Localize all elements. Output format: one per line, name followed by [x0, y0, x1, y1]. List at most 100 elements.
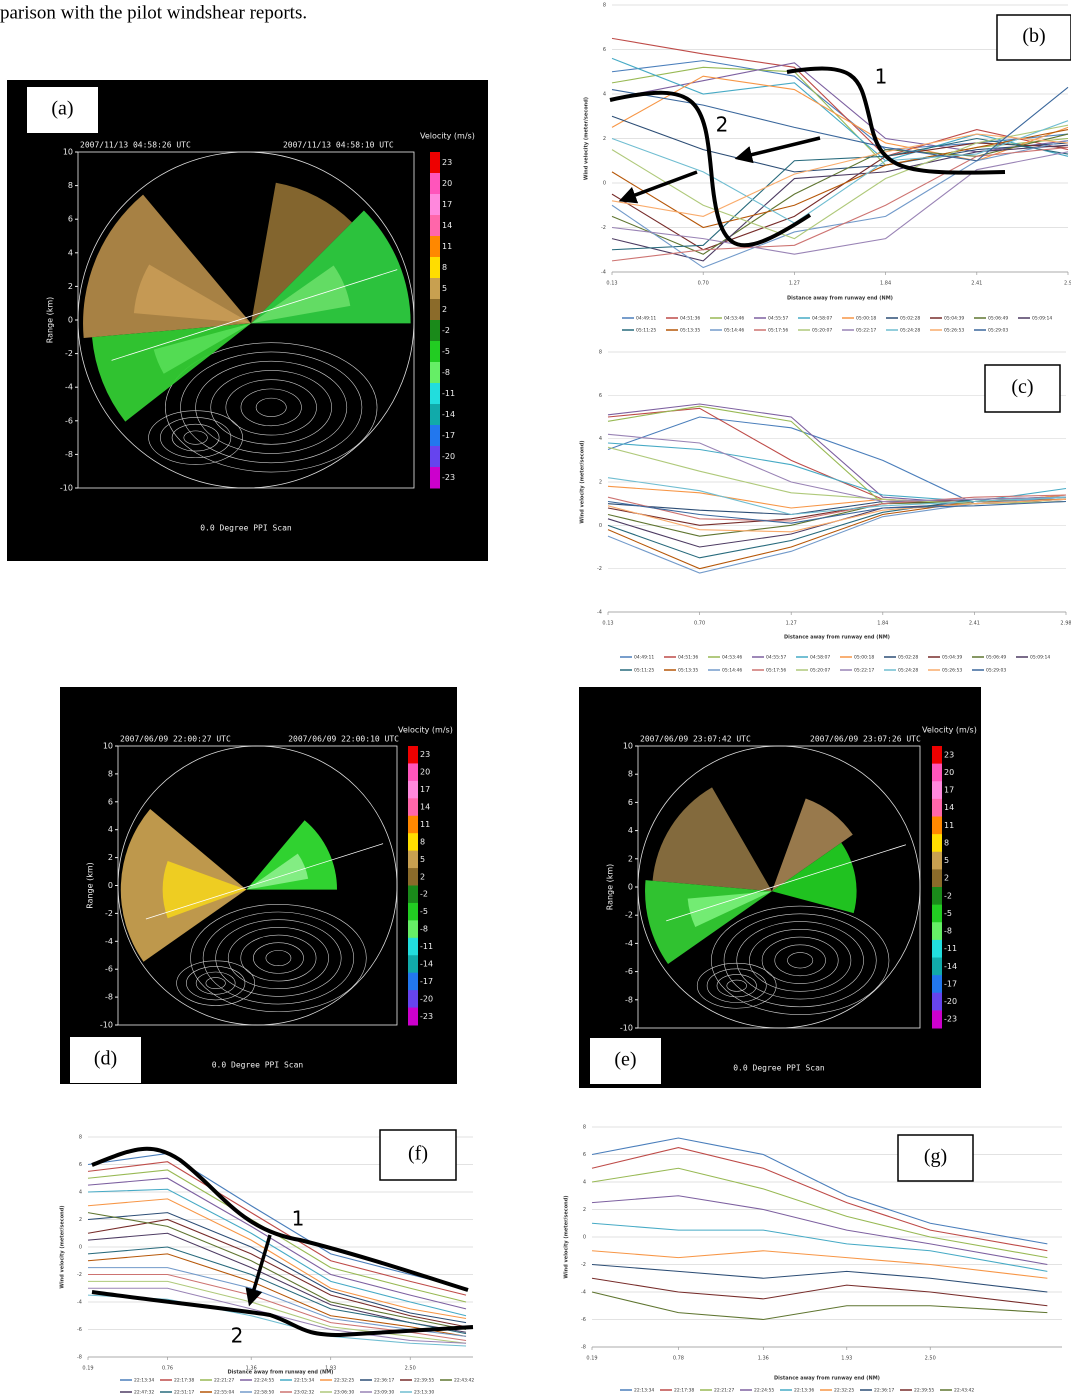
panel-label: (d) — [94, 1048, 117, 1070]
legend-label: 05:14:46 — [722, 668, 742, 674]
y-tick-label: 6 — [599, 393, 602, 399]
y-tick-label: 2 — [108, 853, 113, 862]
legend-label: 22:21:27 — [214, 1378, 234, 1384]
x-axis-title: Distance away from runway end (NM) — [774, 1376, 880, 1382]
legend-label: 05:11:25 — [636, 328, 656, 334]
legend-label: 05:20:07 — [810, 668, 830, 674]
y-tick-label: -4 — [77, 1300, 82, 1306]
series-line — [592, 1148, 1047, 1251]
colorbar-swatch — [932, 905, 942, 923]
colorbar-label: 11 — [442, 242, 452, 251]
annotation-arrow — [622, 172, 697, 200]
colorbar-swatch — [932, 852, 942, 870]
colorbar-swatch — [408, 920, 418, 938]
x-tick-label: 1.36 — [758, 1356, 769, 1362]
colorbar-label: -17 — [442, 431, 455, 440]
legend-label: 05:00:18 — [856, 316, 876, 322]
colorbar-label: -5 — [944, 909, 952, 918]
colorbar-label: -11 — [420, 942, 433, 951]
colorbar-label: 8 — [944, 838, 949, 847]
colorbar-swatch — [430, 194, 440, 216]
y-tick-label: -4 — [65, 383, 73, 392]
colorbar-swatch — [430, 341, 440, 363]
paper-page: parison with the pilot windshear reports… — [0, 0, 1071, 1399]
colorbar-swatch — [932, 922, 942, 940]
legend-label: 05:06:49 — [988, 316, 1008, 322]
legend-label: 05:13:35 — [678, 668, 698, 674]
y-tick-label: -8 — [65, 450, 73, 459]
legend-label: 05:22:17 — [856, 328, 876, 334]
colorbar-swatch — [430, 152, 440, 174]
scan-caption: 0.0 Degree PPI Scan — [733, 1064, 825, 1073]
colorbar-swatch — [408, 851, 418, 869]
legend-label: 22:39:55 — [414, 1378, 434, 1384]
colorbar-label: -2 — [442, 326, 450, 335]
y-tick-label: -8 — [77, 1355, 82, 1361]
x-tick-label: 0.78 — [673, 1356, 684, 1362]
annotation-label: 2 — [231, 1324, 244, 1348]
colorbar-swatch — [408, 746, 418, 764]
series-line — [608, 406, 1066, 504]
colorbar-label: 2 — [420, 872, 425, 881]
y-tick-label: -4 — [597, 610, 602, 616]
colorbar-swatch — [430, 278, 440, 300]
x-tick-label: 0.70 — [694, 621, 705, 627]
legend-label: 05:11:25 — [634, 668, 654, 674]
colorbar-swatch — [932, 993, 942, 1011]
y-tick-label: 0 — [108, 881, 113, 890]
colorbar-label: 11 — [944, 821, 954, 830]
panel-label: (f) — [408, 1143, 428, 1165]
colorbar-swatch — [430, 215, 440, 237]
y-axis-label: Range (km) — [46, 297, 55, 344]
y-tick-label: 2 — [68, 282, 73, 291]
y-tick-label: -4 — [105, 937, 113, 946]
annotation-label: 1 — [292, 1207, 305, 1231]
x-tick-label: 0.13 — [602, 621, 613, 627]
colorbar-label: 8 — [442, 263, 447, 272]
y-tick-label: 4 — [68, 248, 73, 257]
y-tick-label: 0 — [583, 1235, 586, 1241]
series-line — [612, 147, 1068, 260]
legend-label: 05:02:28 — [898, 655, 918, 661]
colorbar-swatch — [932, 1010, 942, 1028]
y-axis-label: Range (km) — [86, 862, 95, 909]
y-tick-label: -6 — [105, 965, 113, 974]
colorbar-swatch — [408, 938, 418, 956]
series-line — [608, 404, 1066, 504]
legend-label: 05:26:53 — [942, 668, 962, 674]
colorbar-label: 20 — [442, 179, 452, 188]
colorbar-label: -5 — [420, 907, 428, 916]
x-tick-label: 0.76 — [162, 1366, 173, 1372]
x-tick-label: 0.19 — [82, 1366, 93, 1372]
y-tick-label: -8 — [625, 995, 633, 1004]
y-tick-label: 8 — [68, 181, 73, 190]
colorbar-swatch — [430, 362, 440, 384]
colorbar-swatch — [408, 1008, 418, 1026]
colorbar-label: 2 — [944, 874, 949, 883]
series-line — [88, 1178, 466, 1309]
colorbar-label: 23 — [944, 750, 954, 759]
y-tick-label: -2 — [597, 566, 602, 572]
y-tick-label: 8 — [79, 1135, 82, 1141]
legend-label: 05:04:39 — [942, 655, 962, 661]
colorbar-label: 23 — [420, 750, 430, 759]
x-tick-label: 1.84 — [877, 621, 888, 627]
colorbar-label: -8 — [420, 925, 428, 934]
series-line — [592, 1196, 1047, 1265]
scan-caption: 0.0 Degree PPI Scan — [200, 524, 292, 533]
colorbar-swatch — [408, 903, 418, 921]
legend-label: 22:13:34 — [634, 1388, 654, 1394]
series-line — [592, 1292, 1047, 1320]
series-line — [592, 1265, 1047, 1293]
panel-label: (g) — [924, 1146, 947, 1168]
body-text: parison with the pilot windshear reports… — [0, 2, 307, 23]
colorbar-swatch — [430, 404, 440, 426]
colorbar-swatch — [932, 834, 942, 852]
legend-label: 05:13:35 — [680, 328, 700, 334]
x-tick-label: 0.70 — [698, 281, 709, 287]
panel-label: (a) — [51, 98, 73, 120]
colorbar-label: 17 — [944, 786, 954, 795]
y-tick-label: -6 — [77, 1327, 82, 1333]
legend-label: 23:13:30 — [414, 1390, 434, 1396]
y-tick-label: 2 — [79, 1217, 82, 1223]
